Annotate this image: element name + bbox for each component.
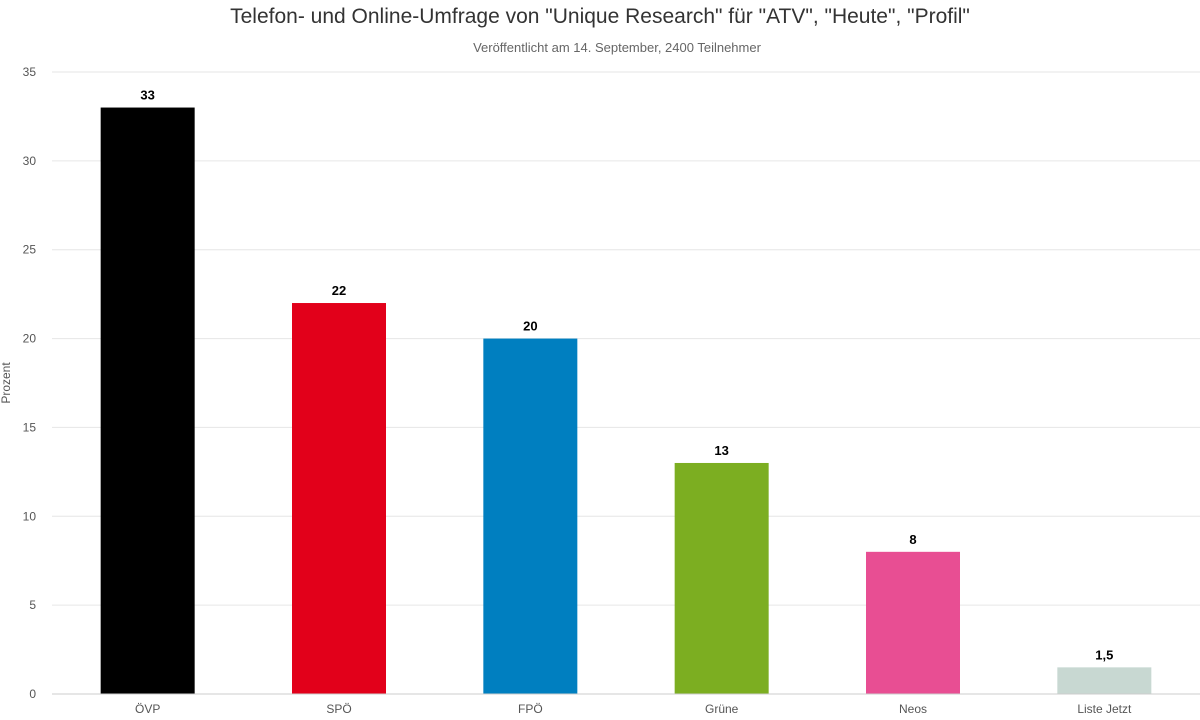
- data-label: 1,5: [1095, 647, 1113, 662]
- y-tick-label: 10: [23, 509, 37, 523]
- y-axis-ticks: 0 5 10 15 20 25 30 35: [23, 65, 37, 701]
- y-tick-label: 30: [23, 154, 37, 168]
- x-category-label: ÖVP: [135, 702, 160, 716]
- data-label: 33: [140, 88, 154, 103]
- y-tick-label: 25: [23, 243, 37, 257]
- chart-subtitle: Veröffentlicht am 14. September, 2400 Te…: [473, 40, 761, 55]
- x-category-label: SPÖ: [326, 702, 351, 716]
- gridlines: [52, 71, 1200, 606]
- y-axis-title: Prozent: [0, 362, 13, 404]
- y-tick-label: 15: [23, 420, 37, 434]
- chart-title: Telefon- und Online-Umfrage von "Unique …: [230, 5, 970, 28]
- data-labels: 33 22 20 13 8 1,5: [140, 88, 1113, 663]
- x-category-label: Neos: [899, 702, 927, 716]
- y-tick-label: 35: [23, 65, 37, 79]
- x-category-label: Liste Jetzt: [1077, 702, 1132, 716]
- data-label: 13: [714, 443, 728, 458]
- data-label: 22: [332, 283, 346, 298]
- x-category-label: Grüne: [705, 702, 739, 716]
- bar-övp: [100, 107, 195, 695]
- bars: [100, 107, 1152, 695]
- x-axis-categories: ÖVP SPÖ FPÖ Grüne Neos Liste Jetzt: [135, 702, 1132, 716]
- bar-liste-jetzt: [1057, 667, 1152, 694]
- x-category-label: FPÖ: [518, 702, 543, 716]
- y-tick-label: 5: [29, 598, 36, 612]
- bar-spö: [292, 303, 386, 694]
- data-label: 20: [523, 319, 537, 334]
- bar-fpö: [483, 338, 578, 694]
- y-tick-label: 20: [23, 332, 37, 346]
- bar-neos: [866, 551, 960, 694]
- y-tick-label: 0: [29, 687, 36, 701]
- bar-grüne: [674, 462, 769, 694]
- data-label: 8: [909, 532, 916, 547]
